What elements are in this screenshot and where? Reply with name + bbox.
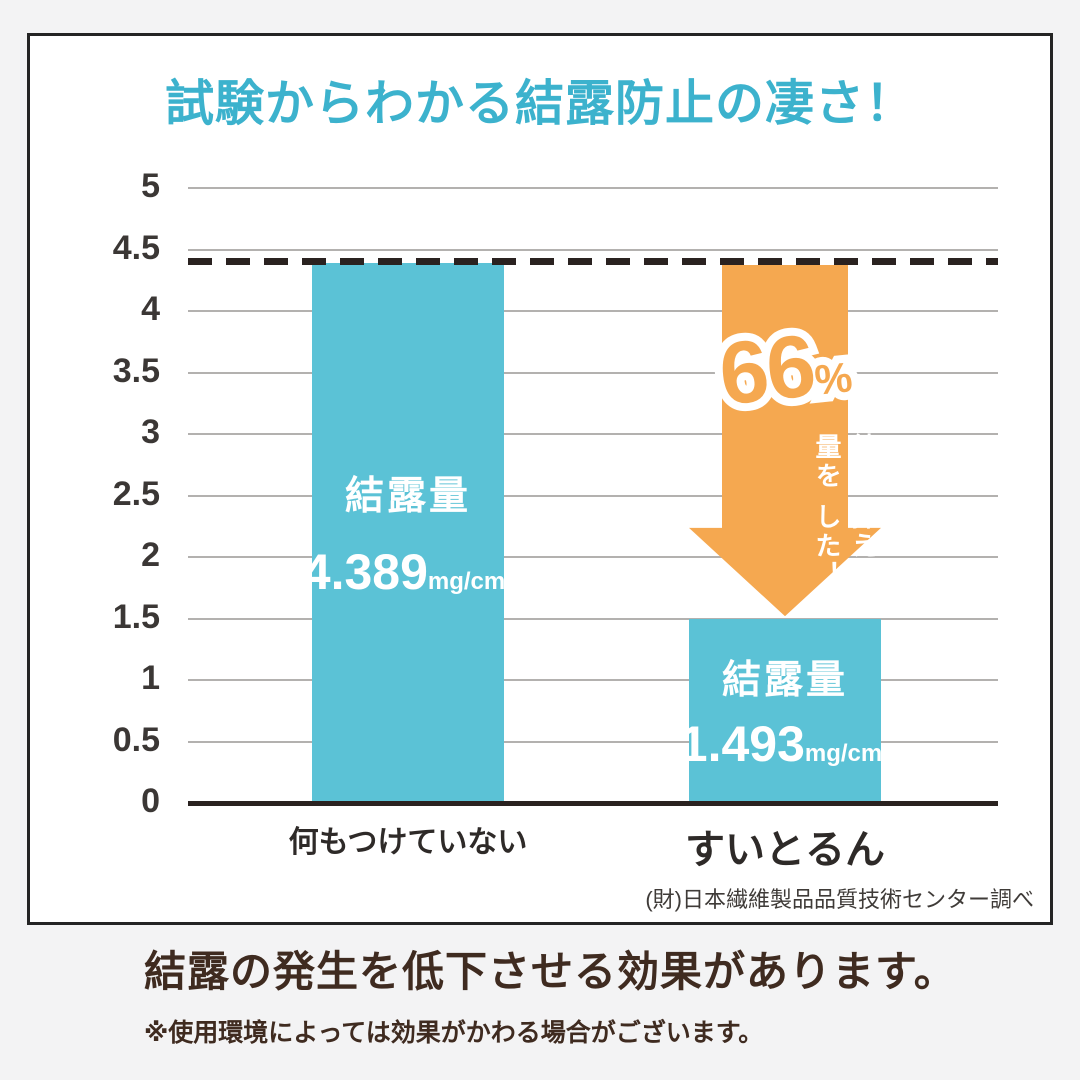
arrow-caption-line1: 結露量を [812,433,878,492]
footer-inner: 結露の発生を低下させる効果があります。 ※使用環境によっては効果がかわる場合がご… [144,938,957,1049]
arrow-caption-line2: 抑えました！ [812,503,878,591]
bar-label-value: 4.389mg/cm² [303,543,513,601]
arrow-caption: 結露量を 抑えました！ [689,433,881,608]
bar-label-name: 結露量 [345,475,472,519]
category-label-suitorun: すいとるん [685,828,885,872]
data-source-note: (財)日本繊維製品品質技術センター調べ [645,887,1034,912]
bar-label-name: 結露量 [722,659,849,703]
bar-value-number: 4.389 [302,544,428,601]
gridline [188,556,998,558]
bar-label-value: 1.493mg/cm² [680,715,890,773]
chart-title: 試験からわかる結露防止の凄さ！ [164,77,915,131]
threshold-dashed-line [188,258,998,266]
bar-value-label: 結露量 1.493mg/cm² [680,649,890,773]
y-axis-tick-label: 1.5 [112,597,160,636]
percent-text: 66% [714,315,855,424]
bar-value-number: 1.493 [679,716,805,773]
y-axis-tick-label: 3.5 [112,351,160,390]
gridline [188,371,998,374]
y-axis-tick-label: 2.5 [112,474,160,513]
y-axis-tick-label: 3 [141,413,160,451]
down-arrow-icon [689,265,881,617]
gridline [188,310,998,312]
y-axis-tick-label: 4.5 [112,228,160,267]
percent-badge: 66% 66% [684,307,885,431]
y-axis-tick-label: 0.5 [112,720,160,759]
x-axis-line [188,801,998,806]
bar-value-label: 結露量 4.389mg/cm² [303,465,513,601]
gridline [188,617,998,620]
gridline [188,679,998,681]
footer-disclaimer: ※使用環境によっては効果がかわる場合がございます。 [144,1019,764,1047]
bar-value-unit: mg/cm² [427,568,514,596]
gridline [188,740,998,743]
gridline [188,248,998,251]
gridline [188,433,998,435]
footer-heading: 結露の発生を低下させる効果があります。 [144,948,957,995]
y-axis-tick-label: 1 [141,659,160,697]
bar-value-unit: mg/cm² [804,740,891,768]
y-axis-tick-label: 2 [141,536,160,574]
gridline [188,494,998,497]
reduction-arrow: 66% 66% 結露量を 抑えました！ [689,265,881,617]
y-axis-tick-label: 5 [141,167,160,205]
category-label-no-treatment: 何もつけていない [288,826,528,859]
bar-suitorun: 結露量 1.493mg/cm² [680,619,890,803]
footer: 結露の発生を低下させる効果があります。 ※使用環境によっては効果がかわる場合がご… [0,938,1080,1049]
gridline [188,187,998,189]
bar-no-treatment: 結露量 4.389mg/cm² [303,263,513,803]
y-axis-tick-label: 0 [141,782,160,820]
chart-card: 試験からわかる結露防止の凄さ！ 結露量 4.389mg/cm² 結露量 1.49… [27,33,1053,925]
y-axis-tick-label: 4 [141,290,160,328]
